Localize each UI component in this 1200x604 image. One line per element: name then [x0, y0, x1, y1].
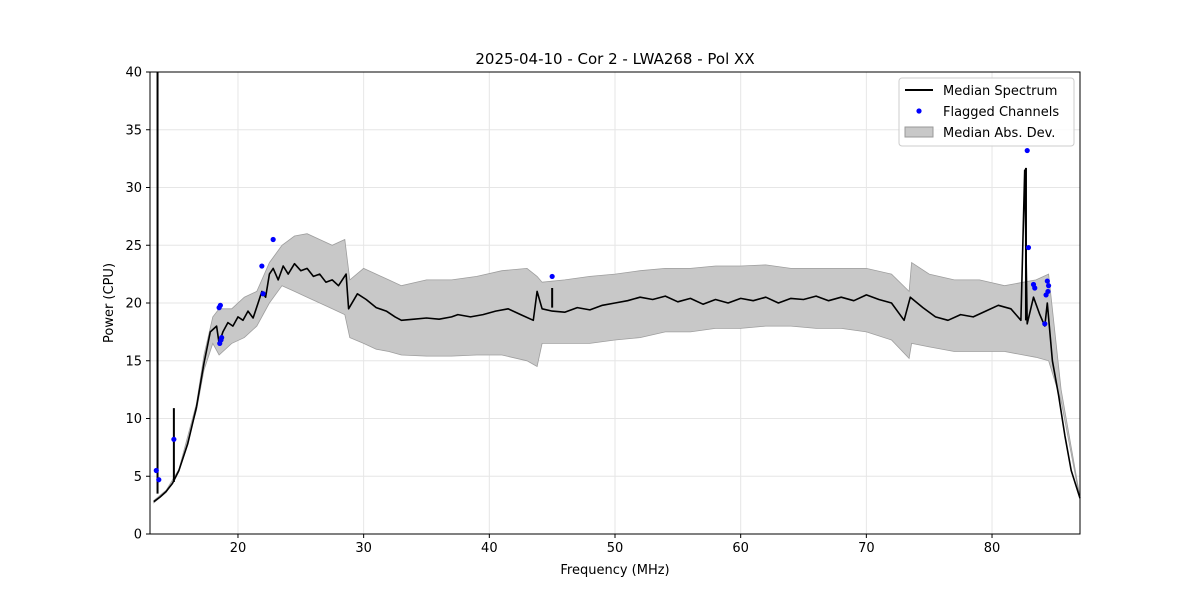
flagged-channel-point	[1025, 244, 1032, 251]
y-tick-label: 5	[134, 470, 142, 485]
median-spectrum-line	[153, 169, 1081, 503]
flagged-channel-point	[259, 263, 265, 269]
flagged-channel-point	[1044, 278, 1050, 284]
chart-title: 2025-04-10 - Cor 2 - LWA268 - Pol XX	[475, 50, 754, 68]
legend-label-flagged-channels: Flagged Channels	[943, 105, 1059, 120]
flagged-channel-point	[217, 302, 223, 308]
x-tick-label: 70	[858, 541, 875, 556]
y-tick-label: 0	[134, 528, 142, 543]
y-tick-label: 25	[125, 239, 142, 254]
flagged-channel-point	[156, 477, 162, 483]
flagged-channel-point	[1024, 147, 1030, 154]
legend-patch-swatch	[904, 126, 934, 138]
y-tick-label: 30	[125, 181, 142, 196]
legend-label-median-abs-dev: Median Abs. Dev.	[943, 126, 1055, 141]
x-tick-label: 40	[481, 541, 498, 556]
legend-box	[898, 77, 1075, 147]
legend: Median Spectrum Flagged Channels Median …	[898, 77, 1075, 147]
y-tick-label: 15	[125, 354, 142, 369]
flagged-channel-point	[153, 467, 159, 474]
flagged-channel-point	[218, 337, 224, 343]
flagged-channel-point	[270, 236, 276, 243]
x-tick-label: 50	[607, 541, 624, 556]
flagged-channel-point	[1042, 321, 1048, 327]
y-tick-label: 20	[125, 297, 142, 312]
flagged-channel-point	[1045, 288, 1051, 295]
y-tick-label: 40	[125, 66, 142, 81]
flagged-channel-point	[1032, 285, 1038, 291]
x-axis-label: Frequency (MHz)	[560, 563, 669, 578]
y-tick-label: 10	[125, 412, 142, 427]
x-tick-label: 30	[355, 541, 372, 556]
flagged-channels	[153, 147, 1052, 483]
y-tick-label: 35	[125, 123, 142, 138]
x-tick-label: 20	[230, 541, 247, 556]
y-axis-label: Power (CPU)	[102, 263, 117, 343]
x-tick-label: 60	[732, 541, 749, 556]
flagged-channel-point	[549, 273, 555, 280]
median-spectrum	[153, 72, 1081, 503]
legend-marker-swatch	[916, 108, 922, 114]
flagged-channel-point	[171, 436, 177, 442]
axis-ticks: 20 30 40 50 60 70 80 0 5 10 15 20 25 30 35 40	[125, 66, 1000, 557]
flagged-channel-point	[260, 291, 266, 297]
flagged-channel-point	[1045, 283, 1052, 289]
x-tick-label: 80	[984, 541, 1001, 556]
legend-label-median-spectrum: Median Spectrum	[943, 84, 1057, 99]
